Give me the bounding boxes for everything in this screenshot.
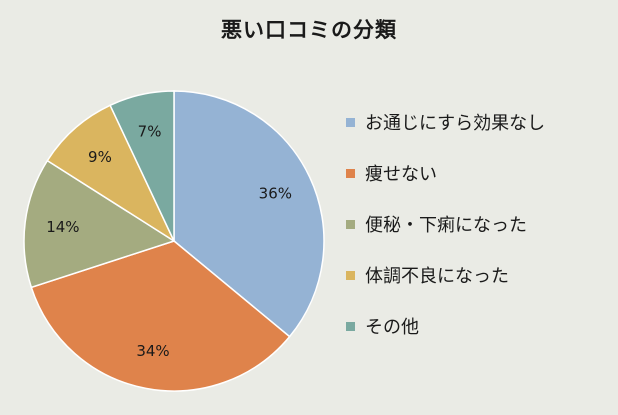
legend-item: 痩せない xyxy=(346,160,545,186)
slice-data-label: 9% xyxy=(88,148,112,166)
legend: お通じにすら効果なし 痩せない 便秘・下痢になった 体調不良になった その他 xyxy=(346,109,545,364)
legend-swatch xyxy=(346,270,355,280)
legend-label: 体調不良になった xyxy=(365,266,509,287)
legend-label: 痩せない xyxy=(365,164,437,185)
legend-item: その他 xyxy=(346,313,545,339)
legend-swatch xyxy=(346,117,355,127)
pie-slice xyxy=(46,104,176,244)
legend-item: 便秘・下痢になった xyxy=(346,211,545,237)
slice-data-label: 36% xyxy=(259,184,292,202)
legend-label: 便秘・下痢になった xyxy=(365,215,527,236)
pie-slice xyxy=(109,90,175,242)
pie-slice xyxy=(30,240,291,392)
slice-data-label: 7% xyxy=(138,123,162,141)
pie-slice xyxy=(173,90,325,338)
slice-data-label: 34% xyxy=(136,342,169,360)
slice-data-label: 14% xyxy=(46,218,79,236)
pie-slice xyxy=(23,159,176,289)
chart-title: 悪い口コミの分類 xyxy=(221,18,397,42)
legend-swatch xyxy=(346,168,355,178)
legend-swatch xyxy=(346,219,355,229)
legend-label: その他 xyxy=(365,317,419,338)
legend-swatch xyxy=(346,321,355,331)
legend-item: 体調不良になった xyxy=(346,262,545,288)
legend-item: お通じにすら効果なし xyxy=(346,109,545,135)
legend-label: お通じにすら効果なし xyxy=(365,113,546,134)
